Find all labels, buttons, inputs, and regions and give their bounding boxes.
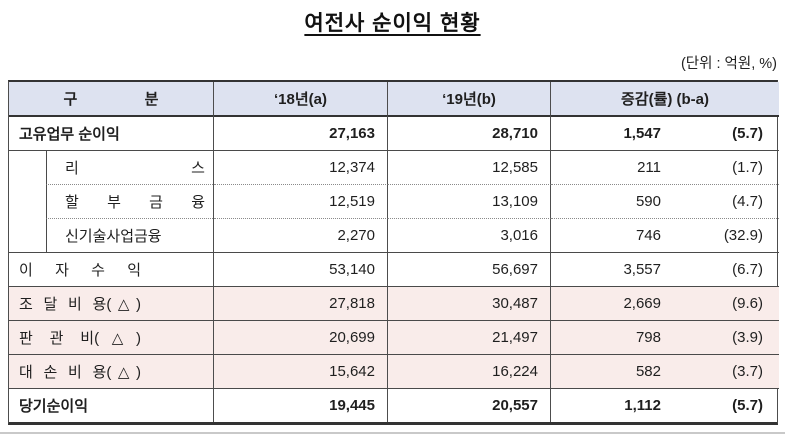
value-2019: 13,109 — [388, 184, 551, 218]
bottom-divider — [0, 432, 785, 434]
row-label: 할 부 금 융 — [9, 184, 214, 218]
unit-note: (단위 : 억원, %) — [680, 56, 777, 72]
value-2018: 20,699 — [214, 320, 388, 354]
sub-label-box: 할 부 금 융 — [46, 184, 213, 218]
sub-label-box: 리 스 — [46, 151, 213, 184]
change-rate: (1.7) — [732, 159, 763, 176]
change-amount: 1,547 — [623, 124, 661, 142]
value-2019: 56,697 — [388, 252, 551, 286]
page: 여전사 순이익 현황 (단위 : 억원, %) 구 분 ‘18년(a) ‘19년… — [0, 7, 785, 437]
change-amount: 582 — [635, 363, 661, 380]
value-2019: 20,557 — [388, 388, 551, 422]
header-category: 구 분 — [9, 82, 214, 117]
value-change: 1,112 (5.7) — [551, 388, 779, 422]
net-income-table: 구 분 ‘18년(a) ‘19년(b) 증감(률) (b-a) 고유업무 순이익… — [8, 80, 779, 425]
change-amount: 3,557 — [623, 261, 661, 278]
value-2018: 15,642 — [214, 354, 388, 388]
row-label: 리 스 — [9, 150, 214, 184]
row-label: 신기술사업금융 — [9, 218, 214, 252]
value-2018: 2,270 — [214, 218, 388, 252]
value-2019: 21,497 — [388, 320, 551, 354]
change-amount: 746 — [635, 227, 661, 244]
value-change: 211 (1.7) — [551, 150, 779, 184]
value-2019: 12,585 — [388, 150, 551, 184]
header-2019: ‘19년(b) — [388, 82, 551, 117]
value-2019: 30,487 — [388, 286, 551, 320]
header-change: 증감(률) (b-a) — [551, 82, 779, 117]
row-label: 판 관 비(△) — [9, 320, 214, 354]
row-label: 조 달 비 용(△) — [9, 286, 214, 320]
change-rate: (3.7) — [732, 363, 763, 380]
page-title: 여전사 순이익 현황 — [304, 12, 481, 35]
change-rate: (6.7) — [732, 261, 763, 278]
row-label: 대 손 비 용(△) — [9, 354, 214, 388]
value-change: 746 (32.9) — [551, 218, 779, 252]
value-change: 3,557 (6.7) — [551, 252, 779, 286]
change-rate: (3.9) — [732, 329, 763, 346]
value-2019: 3,016 — [388, 218, 551, 252]
change-amount: 1,112 — [624, 397, 661, 414]
header-category-label: 구 분 — [63, 91, 159, 108]
row-label: 고유업무 순이익 — [9, 116, 214, 150]
value-2018: 53,140 — [214, 252, 388, 286]
value-change: 590 (4.7) — [551, 184, 779, 218]
change-amount: 211 — [637, 159, 661, 176]
sub-label-box: 신기술사업금융 — [46, 218, 213, 252]
change-rate: (4.7) — [732, 193, 763, 210]
change-amount: 2,669 — [623, 295, 661, 312]
change-rate: (32.9) — [723, 227, 763, 244]
value-2018: 12,519 — [214, 184, 388, 218]
value-change: 582 (3.7) — [551, 354, 779, 388]
row-label: 이 자 수 익 — [9, 252, 214, 286]
value-2018: 19,445 — [214, 388, 388, 422]
change-rate: (9.6) — [732, 295, 763, 312]
change-rate: (5.7) — [732, 397, 763, 414]
value-change: 798 (3.9) — [551, 320, 779, 354]
value-2019: 28,710 — [388, 116, 551, 150]
change-rate: (5.7) — [732, 124, 763, 142]
change-amount: 590 — [635, 193, 661, 210]
value-2018: 27,818 — [214, 286, 388, 320]
value-change: 1,547 (5.7) — [551, 116, 779, 150]
row-label: 당기순이익 — [9, 388, 214, 422]
value-2018: 12,374 — [214, 150, 388, 184]
change-amount: 798 — [635, 329, 661, 346]
value-change: 2,669 (9.6) — [551, 286, 779, 320]
value-2019: 16,224 — [388, 354, 551, 388]
value-2018: 27,163 — [214, 116, 388, 150]
header-2018: ‘18년(a) — [214, 82, 388, 117]
